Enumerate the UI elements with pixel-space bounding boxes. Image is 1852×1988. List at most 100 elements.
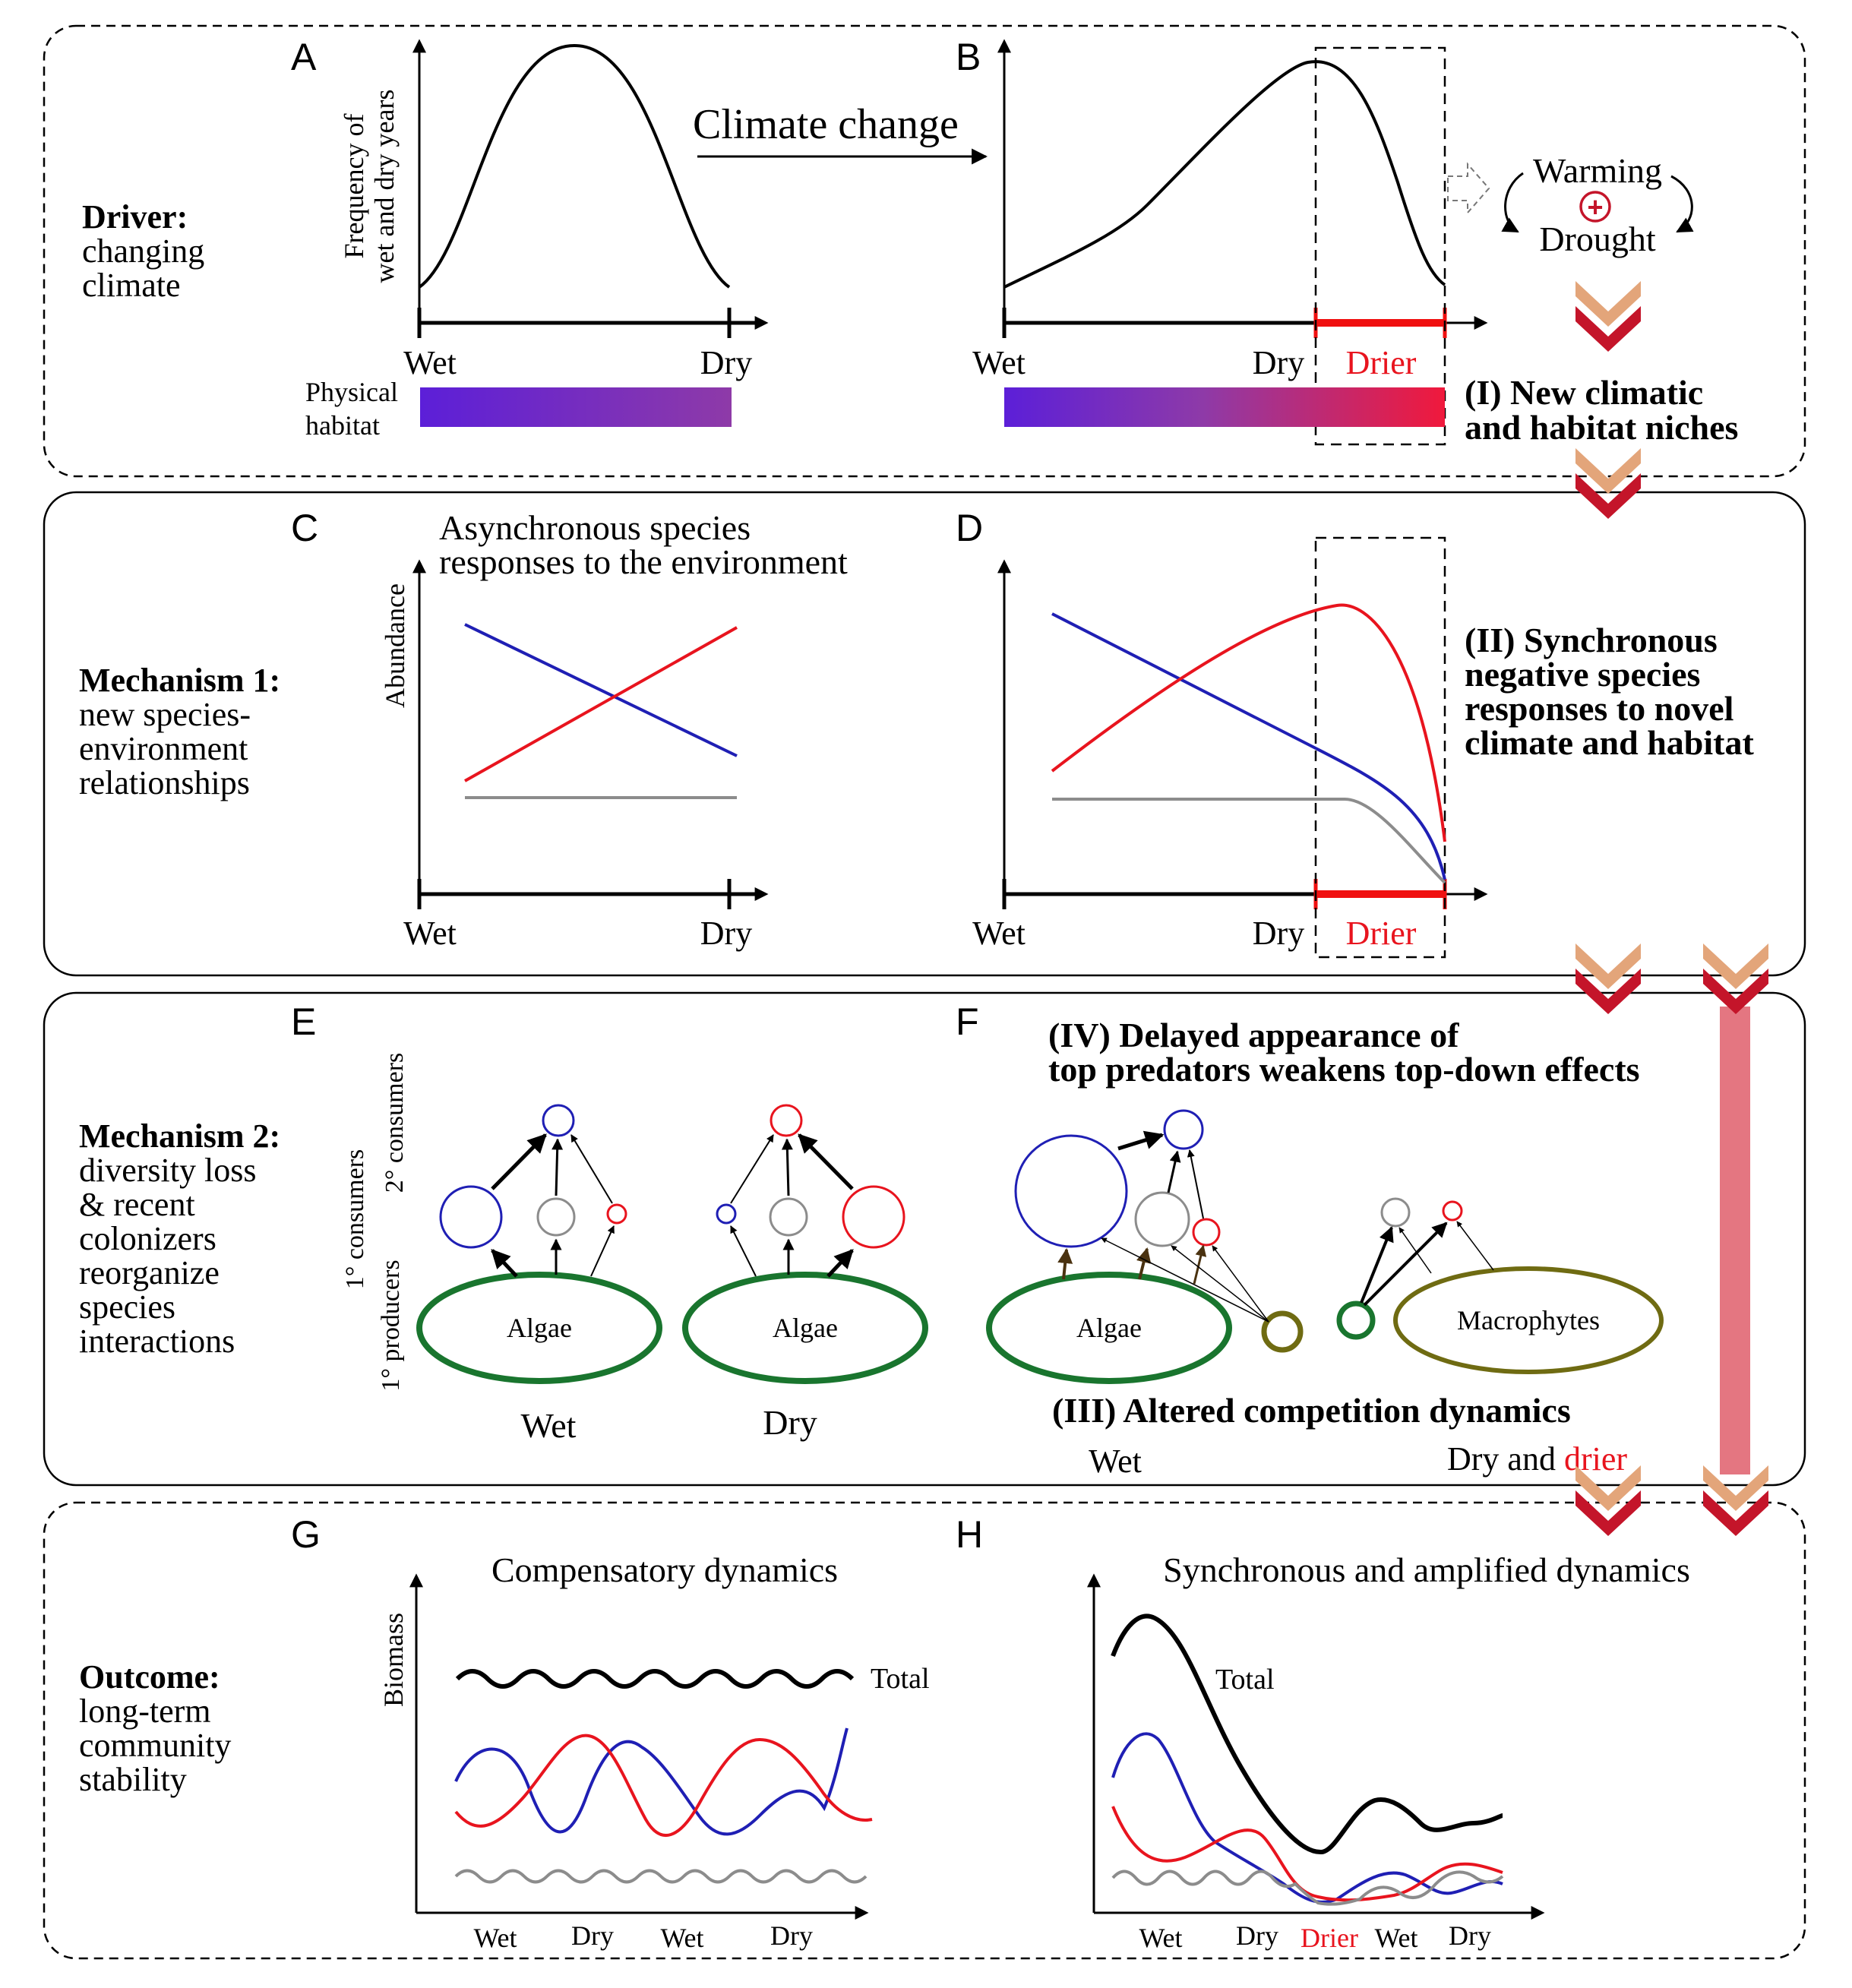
species-curve-blue	[1051, 612, 1446, 880]
dashed-hollow-arrow	[1447, 162, 1490, 215]
panel-letter-h: H	[956, 1513, 983, 1556]
predator-blue	[1163, 1109, 1204, 1150]
x-label-wet: Wet	[403, 915, 457, 952]
panel-f: (IV) Delayed appearance of top predators…	[986, 1016, 1664, 1480]
callout-ii: negative species	[1465, 655, 1700, 694]
trophic-label-2-consumers: 2° consumers	[381, 1053, 409, 1193]
chevron-down-icon	[1703, 1490, 1768, 1536]
species-curve-red-h	[1111, 1806, 1503, 1902]
algae-label: Algae	[773, 1313, 838, 1343]
dry-and-text: Dry and	[1447, 1440, 1564, 1478]
x-tick-label: Dry	[770, 1920, 813, 1951]
x-tick-label: Dry	[1449, 1920, 1491, 1951]
callout-i: and habitat niches	[1465, 408, 1738, 447]
macrophytes-label: Macrophytes	[1457, 1305, 1600, 1335]
row-line: stability	[79, 1761, 187, 1798]
macrophyte-seed-olive	[1261, 1310, 1304, 1353]
callout-iv: top predators weakens top-down effects	[1048, 1050, 1640, 1089]
x-label-wet: Wet	[972, 344, 1026, 381]
wet-label: Wet	[521, 1406, 577, 1445]
warming-drought-feedback: Warming Drought +	[1501, 151, 1694, 258]
total-wave-g	[455, 1669, 855, 1689]
panel-letter-a: A	[291, 36, 317, 78]
row-line: long-term	[79, 1692, 211, 1730]
plus-sign: +	[1587, 191, 1603, 223]
row-line: climate	[82, 267, 181, 304]
chevron-down-icon	[1575, 306, 1641, 352]
species-wave-gray-h	[1111, 1869, 1504, 1906]
x-label-drier: Drier	[1346, 344, 1417, 381]
callout-ii: responses to novel	[1465, 689, 1733, 728]
panel-letter-f: F	[956, 1000, 979, 1043]
algae-node-dry	[682, 1272, 928, 1384]
row-line: & recent	[79, 1186, 195, 1223]
species-wave-gray-g	[454, 1869, 868, 1884]
x-label-dry: Dry	[700, 344, 752, 381]
x-tick-label: Wet	[660, 1923, 703, 1953]
species-curve-gray	[1052, 798, 1446, 884]
panel-letter-b: B	[956, 36, 981, 78]
row-line: environment	[79, 730, 248, 767]
row-line: relationships	[79, 764, 250, 801]
panel-a-ylabel: wet and dry years	[369, 90, 400, 283]
x-tick-label: Wet	[473, 1923, 517, 1953]
row-frame-mechanism2	[43, 991, 1806, 1487]
feedback-arrow-left	[1501, 172, 1524, 233]
x-tick-label-drier: Drier	[1301, 1923, 1358, 1953]
consumer-blue-small	[716, 1203, 737, 1225]
feedback-arrow-right	[1670, 175, 1694, 233]
algae-label: Algae	[1076, 1313, 1142, 1343]
trophic-label-1-consumers: 1° consumers	[341, 1149, 369, 1290]
chevron-down-icon	[1703, 969, 1768, 1014]
row-line: changing	[82, 232, 204, 270]
consumer-gray	[769, 1197, 808, 1237]
panel-h-title: Synchronous and amplified dynamics	[1163, 1550, 1690, 1589]
dry-label: Dry	[763, 1403, 817, 1442]
consumer-gray	[1134, 1191, 1190, 1247]
panel-h: Synchronous and amplified dynamics Total…	[1087, 1550, 1690, 1953]
row-line: diversity loss	[79, 1152, 256, 1189]
wet-label: Wet	[1089, 1443, 1142, 1480]
panel-letter-e: E	[291, 1000, 316, 1043]
vertical-band-arrow	[1720, 1007, 1750, 1474]
habitat-gradient-bar-b	[1004, 387, 1445, 427]
chevron-down-icon	[1575, 448, 1641, 494]
habitat-label: Physical	[305, 377, 398, 407]
biomass-label: Biomass	[378, 1613, 409, 1707]
consumer-gray-small	[1380, 1197, 1411, 1228]
x-tick-label: Wet	[1139, 1923, 1182, 1953]
frequency-curve-a	[418, 43, 731, 289]
abundance-label: Abundance	[380, 583, 410, 708]
callout-ii: climate and habitat	[1465, 723, 1754, 762]
row-frame-driver	[43, 24, 1806, 478]
x-label-drier: Drier	[1346, 915, 1417, 952]
chevron-down-icon	[1575, 943, 1641, 989]
drought-label: Drought	[1539, 220, 1656, 258]
trophic-label-1-producers: 1° producers	[377, 1259, 405, 1391]
algae-node-wet	[416, 1272, 662, 1384]
species-curve-red	[1051, 603, 1446, 842]
panel-e: 2° consumers 1° consumers 1° producers A…	[341, 1053, 928, 1445]
row-title-mechanism1: Mechanism 1:	[79, 662, 280, 699]
consumer-red-small	[606, 1203, 627, 1225]
panel-g: Compensatory dynamics Biomass Total Wet …	[378, 1550, 930, 1953]
species-curve-blue-h	[1111, 1732, 1503, 1904]
row-line: interactions	[79, 1323, 235, 1360]
x-label-wet: Wet	[403, 344, 457, 381]
row-line: new species-	[79, 696, 251, 733]
predator-blue	[542, 1104, 575, 1137]
climate-change-label: Climate change	[693, 101, 959, 148]
x-label-dry: Dry	[1253, 915, 1304, 952]
panel-a: Frequency of wet and dry years Wet Dry P…	[305, 39, 769, 441]
row-line: reorganize	[79, 1254, 220, 1291]
predator-red	[770, 1104, 803, 1137]
total-curve-h	[1111, 1613, 1503, 1855]
species-wave-blue-g	[454, 1727, 849, 1836]
plus-icon	[1579, 191, 1611, 223]
frequency-curve-b	[1003, 60, 1446, 289]
x-label-wet: Wet	[972, 915, 1026, 952]
chevron-down-icon	[1703, 1465, 1768, 1511]
x-label-dry: Dry	[1253, 344, 1304, 381]
consumer-red-tiny	[1442, 1200, 1463, 1222]
species-wave-red-g	[454, 1734, 873, 1837]
